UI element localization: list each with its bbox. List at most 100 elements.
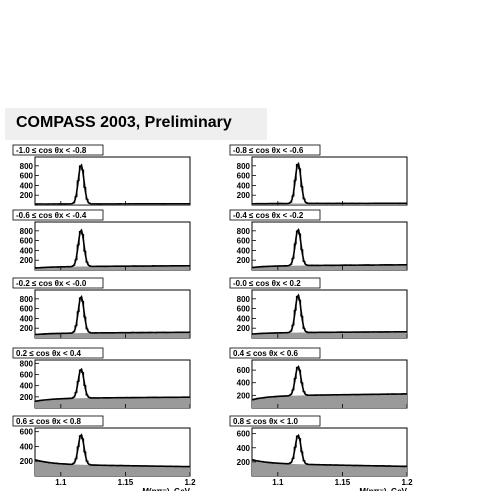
- y-tick-label: 200: [20, 324, 34, 333]
- y-tick-label: 600: [20, 305, 34, 314]
- background-area: [252, 393, 407, 408]
- panel-label-box: [229, 277, 321, 289]
- panel-label-text: -0.8 ≤ cos θx < -0.6: [233, 146, 304, 155]
- panel-label: 0.4 ≤ cos θx < 0.6: [229, 347, 321, 359]
- panel-label-text: -0.6 ≤ cos θx < -0.4: [16, 211, 87, 220]
- page-title: COMPASS 2003, Preliminary: [16, 114, 232, 131]
- panel-label: -0.2 ≤ cos θx < -0.0: [12, 277, 104, 289]
- panel-label-text: -1.0 ≤ cos θx < -0.8: [16, 146, 87, 155]
- panel-8: 200 400 600 0.4 ≤ cos θx < 0.6: [229, 347, 408, 409]
- panel-label-box: [12, 209, 104, 221]
- y-tick-label: 600: [237, 366, 251, 375]
- plot-frame: [251, 289, 408, 339]
- panel-label: -1.0 ≤ cos θx < -0.8: [12, 144, 104, 156]
- panel-label: -0.6 ≤ cos θx < -0.4: [12, 209, 104, 221]
- y-tick-label: 600: [237, 305, 251, 314]
- y-tick-label: 200: [20, 457, 34, 466]
- y-tick-label: 800: [20, 359, 34, 368]
- y-tick-label: 200: [237, 458, 251, 467]
- y-tick-label: 200: [237, 391, 251, 400]
- y-tick-label: 600: [20, 237, 34, 246]
- y-tick-label: 800: [20, 162, 34, 171]
- y-tick-label: 600: [20, 428, 34, 437]
- plot-frame: [34, 156, 191, 206]
- x-tick-label: 1.1: [272, 478, 284, 487]
- y-tick-label: 400: [20, 314, 34, 323]
- fit-curve: [34, 433, 191, 468]
- x-axis-label: M(pπ⁻), GeV: [359, 487, 407, 491]
- y-tick-label: 400: [237, 379, 251, 388]
- panel-label-text: -0.2 ≤ cos θx < -0.0: [16, 279, 87, 288]
- y-tick-label: 600: [237, 172, 251, 181]
- y-tick-label: 200: [237, 324, 251, 333]
- panel-label: 0.6 ≤ cos θx < 0.8: [12, 415, 104, 427]
- y-tick-label: 800: [20, 227, 34, 236]
- panel-label-box: [229, 209, 321, 221]
- x-tick-label: 1.15: [335, 478, 351, 487]
- plot-frame: [251, 156, 408, 206]
- y-tick-label: 200: [237, 191, 251, 200]
- x-tick-label: 1.2: [401, 478, 413, 487]
- fit-curve: [34, 367, 191, 403]
- y-tick-label: 600: [20, 371, 34, 380]
- y-tick-label: 400: [237, 181, 251, 190]
- y-tick-label: 600: [237, 430, 251, 439]
- x-tick-label: 1.2: [184, 478, 196, 487]
- y-tick-label: 400: [20, 246, 34, 255]
- y-tick-label: 400: [20, 382, 34, 391]
- plot-frame: [34, 289, 191, 339]
- y-tick-label: 200: [20, 256, 34, 265]
- panel-label-box: [229, 144, 321, 156]
- y-tick-label: 800: [20, 295, 34, 304]
- y-tick-label: 200: [237, 256, 251, 265]
- y-tick-label: 400: [237, 246, 251, 255]
- y-tick-label: 400: [237, 444, 251, 453]
- panel-label: -0.0 ≤ cos θx < 0.2: [229, 277, 321, 289]
- background-area: [35, 459, 190, 476]
- panel-label-box: [229, 415, 321, 427]
- y-tick-label: 600: [237, 237, 251, 246]
- panel-label-box: [229, 347, 321, 359]
- y-tick-label: 400: [20, 181, 34, 190]
- fit-curve: [34, 295, 191, 336]
- title-banner: COMPASS 2003, Preliminary: [5, 108, 267, 140]
- panel-9: 200 400 600 0.6 ≤ cos θx < 0.8: [12, 415, 191, 477]
- panel-label: 0.8 ≤ cos θx < 1.0: [229, 415, 321, 427]
- background-area: [252, 264, 407, 270]
- panel-10: 200 400 600 0.8 ≤ cos θx < 1.0: [229, 415, 408, 477]
- x-axis-label: M(pπ⁻), GeV: [142, 487, 190, 491]
- panel-label-text: 0.6 ≤ cos θx < 0.8: [16, 417, 82, 426]
- y-tick-label: 400: [237, 314, 251, 323]
- y-tick-label: 200: [20, 393, 34, 402]
- panel-label-text: -0.4 ≤ cos θx < -0.2: [233, 211, 304, 220]
- x-tick-label: 1.1: [55, 478, 67, 487]
- plot-frame: [34, 221, 191, 271]
- fit-curve: [251, 433, 408, 468]
- panel-label-box: [12, 144, 104, 156]
- background-area: [35, 265, 190, 270]
- y-tick-label: 400: [20, 442, 34, 451]
- background-area: [35, 397, 190, 408]
- x-tick-label: 1.15: [118, 478, 134, 487]
- y-tick-label: 800: [237, 295, 251, 304]
- panel-label: 0.2 ≤ cos θx < 0.4: [12, 347, 104, 359]
- y-tick-label: 800: [237, 162, 251, 171]
- panel-label: -0.4 ≤ cos θx < -0.2: [229, 209, 321, 221]
- plot-frame: [251, 221, 408, 271]
- panel-label-box: [12, 277, 104, 289]
- background-area: [35, 332, 190, 338]
- y-tick-label: 200: [20, 191, 34, 200]
- panel-label-text: 0.4 ≤ cos θx < 0.6: [233, 349, 299, 358]
- panel-label-text: 0.8 ≤ cos θx < 1.0: [233, 417, 299, 426]
- panel-label: -0.8 ≤ cos θx < -0.6: [229, 144, 321, 156]
- fit-curve: [251, 293, 408, 335]
- panel-label-box: [12, 347, 104, 359]
